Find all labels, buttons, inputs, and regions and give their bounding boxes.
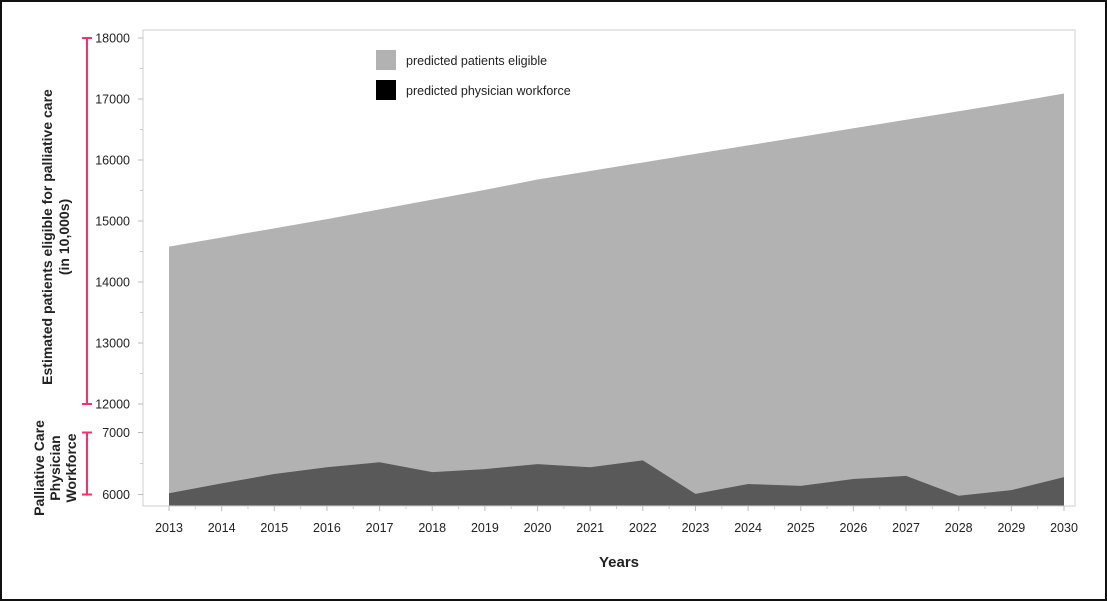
legend-swatch-workforce bbox=[376, 80, 396, 100]
x-tick-label: 2015 bbox=[260, 521, 288, 535]
x-tick-label: 2025 bbox=[787, 521, 815, 535]
x-tick-label: 2026 bbox=[840, 521, 868, 535]
x-tick-label: 2014 bbox=[208, 521, 236, 535]
x-tick-label: 2016 bbox=[313, 521, 341, 535]
upper-y-title-line2: (in 10,000s) bbox=[56, 199, 72, 275]
upper-y-tick-label: 14000 bbox=[95, 276, 130, 290]
lower-y-title-line3: Workforce bbox=[63, 433, 79, 502]
legend-swatch-patients bbox=[376, 50, 396, 70]
upper-y-tick-label: 18000 bbox=[95, 32, 130, 46]
upper-y-tick-label: 13000 bbox=[95, 337, 130, 351]
x-tick-label: 2030 bbox=[1050, 521, 1078, 535]
lower-y-tick-label: 7000 bbox=[102, 426, 130, 440]
lower-y-axis-title: Palliative Care Physician Workforce bbox=[31, 420, 79, 516]
x-tick-label: 2017 bbox=[366, 521, 394, 535]
x-tick-label: 2023 bbox=[682, 521, 710, 535]
lower-y-title-line2: Physician bbox=[47, 435, 63, 500]
upper-y-tick-label: 15000 bbox=[95, 215, 130, 229]
x-axis-title: Years bbox=[599, 554, 639, 571]
upper-axis-bracket bbox=[82, 37, 92, 405]
x-tick-label: 2028 bbox=[945, 521, 973, 535]
legend-label-patients: predicted patients eligible bbox=[406, 54, 547, 68]
x-tick-label: 2021 bbox=[576, 521, 604, 535]
x-tick-label: 2019 bbox=[471, 521, 499, 535]
upper-y-tick-label: 16000 bbox=[95, 154, 130, 168]
lower-y-title-line1: Palliative Care bbox=[31, 420, 47, 516]
legend-label-workforce: predicted physician workforce bbox=[406, 84, 571, 98]
x-tick-label: 2020 bbox=[524, 521, 552, 535]
x-tick-label: 2027 bbox=[892, 521, 920, 535]
x-tick-label: 2024 bbox=[734, 521, 762, 535]
legend: predicted patients eligible predicted ph… bbox=[376, 50, 571, 100]
x-tick-label: 2022 bbox=[629, 521, 657, 535]
area-patients-eligible bbox=[169, 93, 1064, 506]
lower-y-tick-label: 6000 bbox=[102, 488, 130, 502]
x-tick-label: 2013 bbox=[155, 521, 183, 535]
upper-y-axis-title: Estimated patients eligible for palliati… bbox=[39, 89, 72, 385]
upper-y-tick-label: 17000 bbox=[95, 93, 130, 107]
x-tick-label: 2029 bbox=[997, 521, 1025, 535]
area-physician-workforce bbox=[169, 460, 1064, 506]
x-tick-label: 2018 bbox=[418, 521, 446, 535]
upper-y-tick-label: 12000 bbox=[95, 398, 130, 412]
lower-axis-bracket bbox=[82, 431, 92, 496]
upper-y-title-line1: Estimated patients eligible for palliati… bbox=[39, 89, 55, 385]
